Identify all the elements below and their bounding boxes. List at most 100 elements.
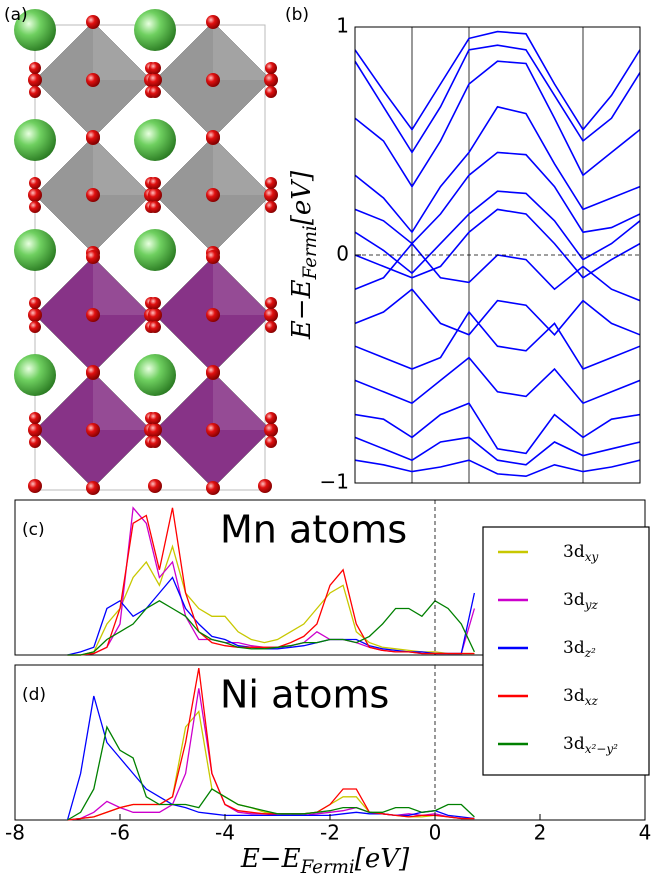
- oxygen-atom: [258, 479, 272, 493]
- oxygen-atom: [265, 321, 277, 333]
- band-line: [355, 61, 640, 186]
- oxygen-atom: [206, 15, 220, 29]
- oxygen-atom: [86, 130, 100, 144]
- panel-label: (b): [285, 5, 309, 25]
- oxygen-atom: [265, 201, 277, 213]
- panel-label: (c): [22, 520, 45, 540]
- oxygen-atom: [206, 365, 220, 379]
- oxygen-atom: [148, 479, 162, 493]
- label-subscript: Fermi: [300, 225, 321, 280]
- x-tick-label: 4: [639, 821, 652, 845]
- legend-name: 3d: [563, 686, 585, 706]
- axis-label: E−EFermi[eV]: [287, 170, 321, 340]
- axis-label: E−EFermi[eV]: [240, 844, 410, 878]
- legend-subscript: x²−y²: [585, 742, 618, 756]
- pdos-line: [68, 547, 475, 656]
- oxygen-atom: [29, 86, 41, 98]
- oxygen-atom: [148, 308, 162, 322]
- oxygen-atom: [265, 62, 277, 74]
- octahedron-face: [213, 137, 271, 195]
- oxygen-atom: [148, 423, 162, 437]
- x-tick-label: 0: [429, 821, 442, 845]
- oxygen-atom: [264, 423, 278, 437]
- oxygen-atom: [29, 62, 41, 74]
- legend-subscript: z²: [584, 646, 596, 660]
- pdos-line: [68, 712, 475, 821]
- band-line: [355, 403, 640, 453]
- legend-name: 3d: [563, 542, 585, 562]
- oxygen-atom: [149, 412, 161, 424]
- legend-subscript: xy: [585, 550, 599, 564]
- oxygen-atom: [29, 321, 41, 333]
- oxygen-atom: [86, 73, 100, 87]
- band-line: [355, 107, 640, 232]
- legend-name: 3d: [563, 638, 585, 658]
- oxygen-atom: [206, 423, 220, 437]
- y-tick-label: 1: [336, 14, 349, 38]
- band-line: [355, 152, 640, 243]
- oxygen-atom: [149, 297, 161, 309]
- oxygen-atom: [149, 62, 161, 74]
- y-tick-label: −1: [320, 470, 349, 494]
- oxygen-atom: [148, 188, 162, 202]
- oxygen-atom: [265, 412, 277, 424]
- oxygen-atom: [206, 250, 220, 264]
- cation-atom: [134, 9, 176, 51]
- cation-atom: [134, 354, 176, 396]
- oxygen-atom: [206, 188, 220, 202]
- oxygen-atom: [265, 86, 277, 98]
- oxygen-atom: [29, 201, 41, 213]
- oxygen-atom: [206, 73, 220, 87]
- oxygen-atom: [86, 481, 100, 495]
- x-tick-label: 2: [534, 821, 547, 845]
- bands: [355, 32, 640, 477]
- oxygen-atom: [149, 177, 161, 189]
- band-line: [355, 209, 640, 277]
- figure: (a) (b)−101E−EFermi[eV](c)Mn atoms(d)Ni …: [0, 0, 652, 882]
- band-line: [355, 460, 640, 476]
- oxygen-atom: [28, 479, 42, 493]
- panel-label: (a): [4, 5, 28, 25]
- x-tick-label: -6: [110, 821, 130, 845]
- oxygen-atom: [149, 436, 161, 448]
- octahedron-face: [213, 372, 271, 430]
- x-tick-label: -4: [215, 821, 235, 845]
- panel-label: (d): [22, 685, 46, 705]
- crystal-structure: [14, 9, 278, 495]
- y-tick-label: 0: [336, 242, 349, 266]
- band-line: [355, 437, 640, 464]
- oxygen-atom: [264, 308, 278, 322]
- oxygen-atom: [265, 297, 277, 309]
- oxygen-atom: [206, 308, 220, 322]
- annotation: Mn atoms: [220, 508, 407, 552]
- oxygen-atom: [86, 423, 100, 437]
- oxygen-atom: [28, 423, 42, 437]
- cation-atom: [134, 119, 176, 161]
- oxygen-atom: [149, 201, 161, 213]
- label-text: E−E: [240, 844, 301, 874]
- oxygen-atom: [86, 365, 100, 379]
- cation-atom: [14, 354, 56, 396]
- cation-atom: [14, 229, 56, 271]
- oxygen-atom: [206, 481, 220, 495]
- oxygen-atom: [149, 86, 161, 98]
- band-line: [355, 312, 640, 369]
- oxygen-atom: [149, 321, 161, 333]
- label-suffix: [eV]: [355, 844, 410, 874]
- oxygen-atom: [29, 177, 41, 189]
- x-tick-label: -2: [320, 821, 340, 845]
- cation-atom: [134, 229, 176, 271]
- legend-subscript: yz: [584, 598, 599, 612]
- band-line: [355, 32, 640, 130]
- oxygen-atom: [264, 188, 278, 202]
- oxygen-atom: [265, 436, 277, 448]
- octahedron-face: [213, 22, 271, 80]
- oxygen-atom: [29, 436, 41, 448]
- label-suffix: [eV]: [287, 170, 317, 225]
- octahedron-face: [213, 257, 271, 315]
- legend-name: 3d: [563, 734, 585, 754]
- oxygen-atom: [206, 130, 220, 144]
- legend-name: 3d: [563, 590, 585, 610]
- oxygen-atom: [86, 250, 100, 264]
- oxygen-atom: [28, 188, 42, 202]
